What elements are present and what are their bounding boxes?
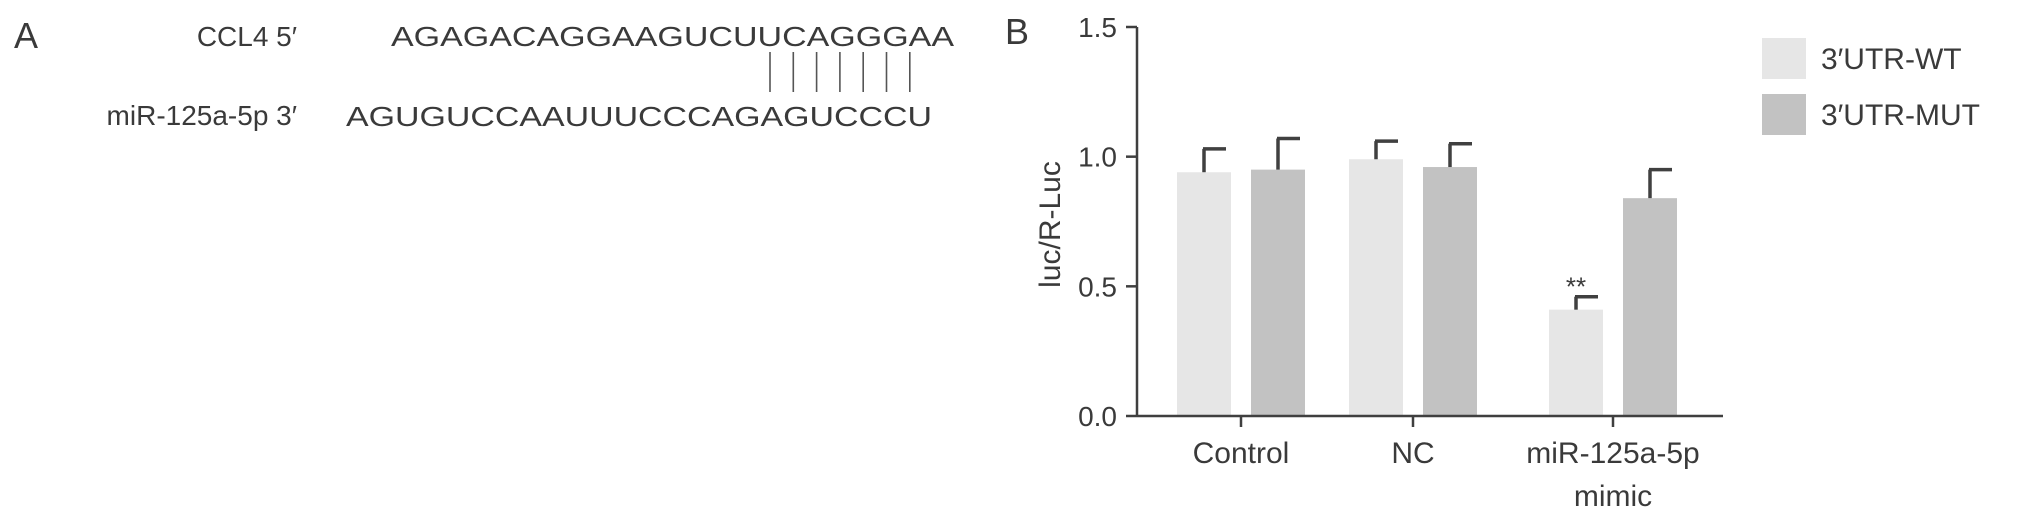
base-pair-lines bbox=[769, 52, 911, 92]
legend-label: 3′UTR-MUT bbox=[1821, 99, 1980, 132]
y-tick-label: 0.5 bbox=[1078, 271, 1117, 302]
mir-sequence: AGUGUCCAAUUUCCCAGAGUCCCU bbox=[346, 101, 932, 132]
bar-mut bbox=[1423, 167, 1477, 416]
x-tick-label: miR-125a-5p bbox=[1526, 437, 1699, 470]
mir-label: miR-125a-5p 3′ bbox=[107, 100, 297, 131]
ccl4-label: CCL4 5′ bbox=[197, 21, 297, 52]
y-tick-label: 0.0 bbox=[1078, 401, 1117, 432]
bar-wt bbox=[1177, 172, 1231, 416]
panel-b-label: B bbox=[1005, 11, 1029, 52]
bar-wt bbox=[1349, 159, 1403, 416]
x-tick-label: NC bbox=[1391, 437, 1434, 470]
ccl4-sequence: AGAGACAGGAAGUCUUCAGGGAA bbox=[391, 21, 954, 52]
legend-swatch bbox=[1762, 94, 1806, 135]
significance-marker: ** bbox=[1566, 272, 1586, 302]
x-tick-label: Control bbox=[1193, 437, 1290, 470]
panel-a-label: A bbox=[14, 15, 38, 56]
panel-a: A CCL4 5′ AGAGACAGGAAGUCUUCAGGGAA miR-12… bbox=[14, 15, 954, 132]
legend-swatch bbox=[1762, 38, 1806, 79]
bar-chart: 0.0 0.5 1.0 1.5 luc/R-Luc Control NC miR-125a-5… bbox=[1034, 12, 1980, 513]
bar-wt bbox=[1549, 309, 1603, 416]
bar-mut bbox=[1251, 169, 1305, 416]
legend-label: 3′UTR-WT bbox=[1821, 43, 1962, 76]
panel-b: B 0.0 0.5 1.0 1.5 luc/R-Luc Control NC miR-125a… bbox=[1005, 11, 1980, 513]
x-tick-label: mimic bbox=[1574, 480, 1652, 513]
bar-mut bbox=[1623, 198, 1677, 416]
y-tick-label: 1.5 bbox=[1078, 12, 1117, 43]
y-tick-label: 1.0 bbox=[1078, 142, 1117, 173]
y-axis-label: luc/R-Luc bbox=[1034, 161, 1067, 288]
